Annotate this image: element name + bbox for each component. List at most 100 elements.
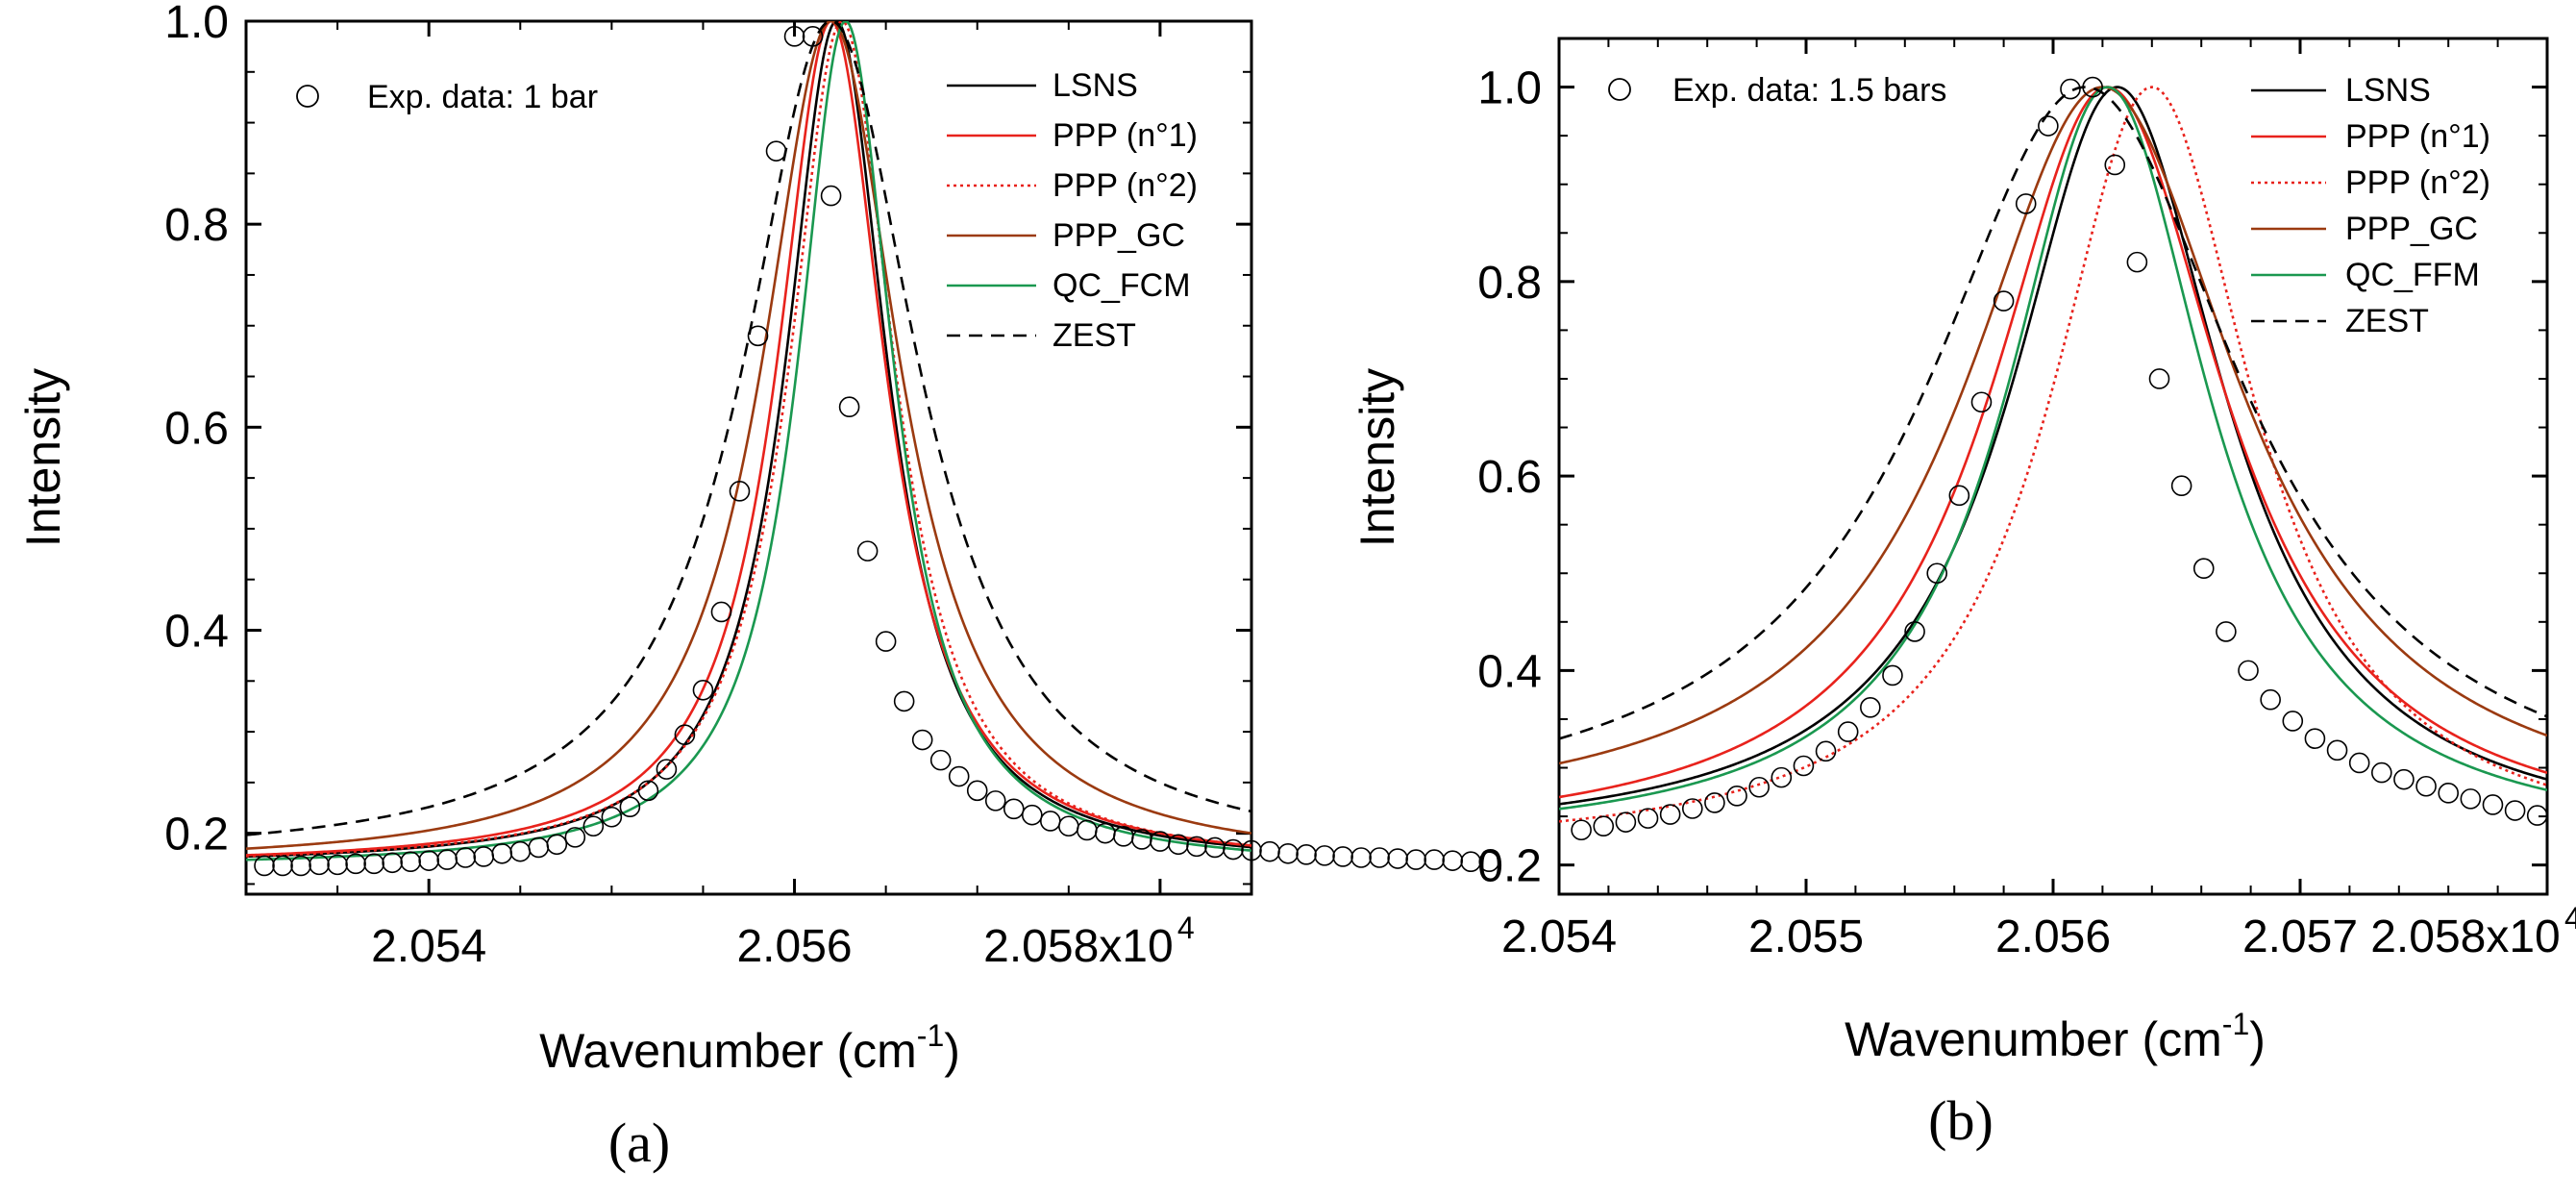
exp-data-point bbox=[747, 325, 769, 347]
exp-data-point bbox=[1948, 485, 1970, 507]
x-tick-label: 2.054 bbox=[1501, 911, 1617, 962]
exp-data-point bbox=[2326, 739, 2348, 761]
exp-data-point bbox=[290, 855, 311, 877]
exp-data-point bbox=[363, 853, 384, 875]
exp-data-point bbox=[1815, 740, 1837, 762]
exp-data-point bbox=[1387, 848, 1408, 869]
exp-data-point bbox=[948, 765, 970, 787]
exp-data-point bbox=[619, 796, 641, 818]
exp-data-point bbox=[382, 852, 403, 874]
exp-data-point bbox=[2104, 154, 2126, 176]
exp-data-point bbox=[729, 481, 751, 502]
exp-data-point bbox=[2482, 794, 2504, 815]
legend-label: QC_FCM bbox=[1053, 267, 1191, 304]
x-axis-label-close: ) bbox=[2249, 1012, 2266, 1066]
exp-data-point bbox=[2192, 558, 2215, 579]
exp-data-point bbox=[710, 601, 732, 623]
exp-data-point bbox=[856, 540, 879, 562]
exp-data-point bbox=[1077, 819, 1098, 841]
exp-legend-marker bbox=[296, 85, 319, 108]
exp-data-point bbox=[1659, 804, 1681, 825]
chart-panel-b: 0.2 0.4 0.6 0.8 1.0 2.054 2.055 2.056 2.057 2.058… bbox=[1350, 37, 2576, 1152]
x-tick-label: 2.057 bbox=[2242, 911, 2358, 962]
exp-data-point bbox=[1748, 776, 1770, 798]
exp-data-point bbox=[1593, 815, 1615, 837]
exp-data-point bbox=[1058, 815, 1079, 837]
x-axis-label-close: ) bbox=[944, 1024, 960, 1078]
exp-data-point bbox=[2216, 621, 2237, 642]
legend-label: LSNS bbox=[2345, 72, 2431, 109]
exp-data-point bbox=[1259, 840, 1280, 862]
exp-data-point bbox=[1186, 836, 1207, 858]
exp-data-point bbox=[1704, 792, 1725, 813]
x-tick-label: 2.058x10 bbox=[983, 921, 1174, 972]
exp-data-point bbox=[327, 854, 348, 876]
y-tick-label: 0.8 bbox=[164, 200, 229, 251]
exp-data-point bbox=[2238, 660, 2259, 682]
exp-data-point bbox=[509, 840, 532, 862]
exp-data-point bbox=[1771, 766, 1793, 788]
series-line-qc-ffm bbox=[1559, 86, 2547, 811]
series-group bbox=[1559, 86, 2547, 823]
exp-data-point bbox=[1241, 839, 1262, 861]
x-tick-label: 2.056 bbox=[1995, 911, 2111, 962]
plot-frame bbox=[244, 19, 1253, 896]
y-tick-label: 1.0 bbox=[1477, 63, 1542, 114]
series-line-ppp-n-1- bbox=[1559, 86, 2547, 799]
exp-data-point bbox=[2015, 193, 2037, 214]
exp-data-point bbox=[929, 749, 952, 771]
exp-data-point bbox=[1040, 811, 1061, 832]
legend-label: PPP_GC bbox=[2345, 211, 2478, 247]
x-tick-label: 2.058x10 bbox=[2370, 911, 2561, 962]
exp-data-point bbox=[1615, 811, 1637, 833]
panel-label: (a) bbox=[608, 1111, 670, 1174]
exp-data-point bbox=[911, 729, 933, 751]
exp-data-point bbox=[2038, 115, 2059, 137]
exp-data-point bbox=[966, 780, 988, 802]
y-tick-label: 1.0 bbox=[164, 0, 229, 48]
exp-data-point bbox=[1926, 562, 1948, 585]
exp-data-point bbox=[692, 679, 714, 701]
exp-data-point bbox=[838, 396, 860, 418]
exp-data-point bbox=[765, 140, 787, 162]
series-line-ppp-gc bbox=[1559, 86, 2547, 765]
exp-data-point bbox=[1442, 850, 1463, 871]
exp-data-point bbox=[491, 842, 513, 864]
exp-data-point bbox=[1726, 786, 1747, 807]
exp-data-point bbox=[2415, 775, 2437, 797]
legend-label: PPP (n°1) bbox=[2345, 118, 2490, 155]
exp-data-point bbox=[1571, 819, 1592, 841]
legend-label: ZEST bbox=[2345, 303, 2429, 339]
exp-data-point bbox=[2438, 783, 2459, 804]
exp-data-point bbox=[2526, 805, 2548, 826]
legend-label: PPP (n°2) bbox=[2345, 164, 2490, 201]
y-tick-label: 0.2 bbox=[164, 810, 229, 861]
exp-data-point bbox=[1882, 664, 1903, 686]
exp-data-point bbox=[473, 846, 495, 867]
exp-data-point bbox=[1021, 804, 1043, 826]
legend-label: ZEST bbox=[1053, 317, 1136, 354]
exp-data-point bbox=[637, 780, 659, 802]
exp-legend-marker bbox=[1608, 78, 1631, 101]
exp-data-point bbox=[1332, 846, 1353, 867]
x-tick-exponent: 4 bbox=[2564, 901, 2576, 936]
y-tick-label: 0.6 bbox=[164, 403, 229, 454]
legend-label: QC_FFM bbox=[2345, 257, 2480, 293]
exp-data-point bbox=[1350, 847, 1372, 868]
x-tick-label: 2.055 bbox=[1748, 911, 1864, 962]
exp-data-point bbox=[2460, 788, 2482, 810]
panel-label: (b) bbox=[1928, 1089, 1994, 1152]
exp-data-point bbox=[2148, 368, 2170, 389]
exp-data-point bbox=[1993, 290, 2015, 312]
exp-data-point bbox=[455, 847, 477, 868]
exp-data-point bbox=[1424, 849, 1445, 870]
exp-data-point bbox=[1460, 851, 1482, 873]
exp-legend-label: Exp. data: 1.5 bars bbox=[1672, 72, 1946, 109]
y-tick-label: 0.2 bbox=[1477, 841, 1542, 892]
exp-data-point bbox=[254, 855, 275, 877]
exp-data-point bbox=[893, 690, 915, 712]
y-axis-label: Intensity bbox=[16, 368, 70, 547]
exp-data-point bbox=[309, 854, 330, 876]
exp-data-point bbox=[1314, 845, 1335, 866]
